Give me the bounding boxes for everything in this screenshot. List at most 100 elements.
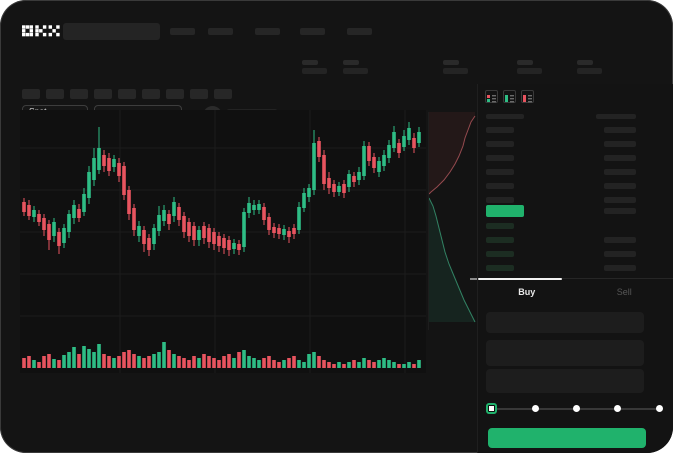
ask-price-skeleton[interactable] xyxy=(486,169,514,175)
search-input[interactable] xyxy=(63,23,160,40)
last-price-indicator xyxy=(486,205,524,217)
orderbook-view-bids-icon[interactable] xyxy=(503,90,516,103)
candlestick xyxy=(417,132,421,143)
ask-amount-skeleton xyxy=(604,141,636,147)
volume-bar xyxy=(302,362,306,368)
orderbook-view-all-icon[interactable] xyxy=(485,90,498,103)
bid-amount-skeleton xyxy=(604,237,636,243)
toolbar-item-skeleton[interactable] xyxy=(190,89,208,99)
candlestick xyxy=(222,238,226,248)
depth-chart xyxy=(428,112,479,330)
ask-depth-area xyxy=(429,112,475,194)
volume-bar xyxy=(202,354,206,368)
tab-buy[interactable]: Buy xyxy=(478,279,576,304)
volume-bar xyxy=(112,358,116,368)
volume-bar xyxy=(297,360,301,368)
slider-stop-dot[interactable] xyxy=(573,405,580,412)
order-input-skeleton[interactable] xyxy=(486,312,644,333)
ask-price-skeleton[interactable] xyxy=(486,155,514,161)
volume-bar xyxy=(182,358,186,368)
toolbar-item-skeleton[interactable] xyxy=(214,89,232,99)
ticker-stat-value-skeleton xyxy=(302,68,327,74)
candlestick-chart[interactable] xyxy=(20,110,426,373)
volume-bar xyxy=(92,352,96,368)
volume-bar xyxy=(107,356,111,368)
volume-bar xyxy=(227,354,231,368)
volume-bar xyxy=(177,356,181,368)
volume-bar xyxy=(327,362,331,368)
volume-bar xyxy=(42,356,46,368)
volume-bar xyxy=(237,352,241,368)
toolbar-item-skeleton[interactable] xyxy=(166,89,184,99)
bid-price-skeleton[interactable] xyxy=(486,251,514,257)
volume-bar xyxy=(262,358,266,368)
toolbar-item-skeleton[interactable] xyxy=(118,89,136,99)
volume-bar xyxy=(207,356,211,368)
volume-bar xyxy=(117,356,121,368)
orderbook-view-asks-icon[interactable] xyxy=(521,90,534,103)
candlestick xyxy=(192,226,196,240)
volume-bar xyxy=(82,346,86,368)
volume-bar xyxy=(332,364,336,368)
volume-bar xyxy=(127,350,131,368)
ask-price-skeleton[interactable] xyxy=(486,127,514,133)
active-tab-indicator xyxy=(478,278,562,280)
candlestick xyxy=(32,210,36,217)
candlestick xyxy=(22,202,26,212)
volume-bar xyxy=(37,362,41,368)
candlestick xyxy=(242,212,246,247)
volume-bar xyxy=(162,342,166,368)
volume-bar xyxy=(132,354,136,368)
chart-toolbar: ∿⌄·ƒx⌄|∿✎⎙⚙⛶ xyxy=(0,84,477,184)
ask-price-skeleton[interactable] xyxy=(486,197,514,203)
volume-bar xyxy=(147,356,151,368)
candlestick xyxy=(62,228,66,243)
ask-depth-line xyxy=(428,115,476,195)
candlestick xyxy=(267,217,271,230)
candlestick xyxy=(287,231,291,237)
bid-price-skeleton[interactable] xyxy=(486,265,514,271)
nav-item-skeleton[interactable] xyxy=(255,28,280,35)
nav-item-skeleton[interactable] xyxy=(208,28,233,35)
order-input-skeleton[interactable] xyxy=(486,340,644,366)
toolbar-item-skeleton[interactable] xyxy=(22,89,40,99)
volume-bar xyxy=(72,347,76,368)
volume-bar xyxy=(292,356,296,368)
ticker-stat-label-skeleton xyxy=(443,60,459,65)
slider-stop-dot[interactable] xyxy=(656,405,663,412)
volume-bar xyxy=(167,350,171,368)
volume-bar xyxy=(402,364,406,368)
candlestick xyxy=(47,224,51,240)
candlestick xyxy=(92,158,96,180)
slider-stop-dot[interactable] xyxy=(532,405,539,412)
order-input-skeleton[interactable] xyxy=(486,369,644,393)
bid-price-skeleton[interactable] xyxy=(486,223,514,229)
candlestick xyxy=(372,157,376,168)
bid-price-skeleton[interactable] xyxy=(486,237,514,243)
okx-logo[interactable] xyxy=(22,24,60,42)
tab-sell[interactable]: Sell xyxy=(576,279,673,304)
ask-price-skeleton[interactable] xyxy=(486,183,514,189)
toolbar-item-skeleton[interactable] xyxy=(94,89,112,99)
slider-stop-dot[interactable] xyxy=(614,405,621,412)
slider-handle[interactable] xyxy=(486,403,497,414)
toolbar-item-skeleton[interactable] xyxy=(142,89,160,99)
instrument-bar: Spot Trading ⌄ ⌄ xyxy=(0,48,673,126)
volume-bar xyxy=(267,356,271,368)
toolbar-item-skeleton[interactable] xyxy=(46,89,64,99)
candlestick xyxy=(182,216,186,232)
candlestick xyxy=(107,158,111,171)
ask-amount-skeleton xyxy=(604,169,636,175)
candlestick xyxy=(262,207,266,220)
ask-price-skeleton[interactable] xyxy=(486,141,514,147)
buy-submit-button[interactable] xyxy=(488,428,646,448)
candlestick xyxy=(232,243,236,249)
ticker-stat-label-skeleton xyxy=(577,60,593,65)
nav-item-skeleton[interactable] xyxy=(170,28,195,35)
nav-item-skeleton[interactable] xyxy=(347,28,372,35)
nav-item-skeleton[interactable] xyxy=(300,28,325,35)
candlestick xyxy=(187,222,191,236)
volume-bar xyxy=(257,360,261,368)
toolbar-item-skeleton[interactable] xyxy=(70,89,88,99)
volume-bar xyxy=(277,362,281,368)
